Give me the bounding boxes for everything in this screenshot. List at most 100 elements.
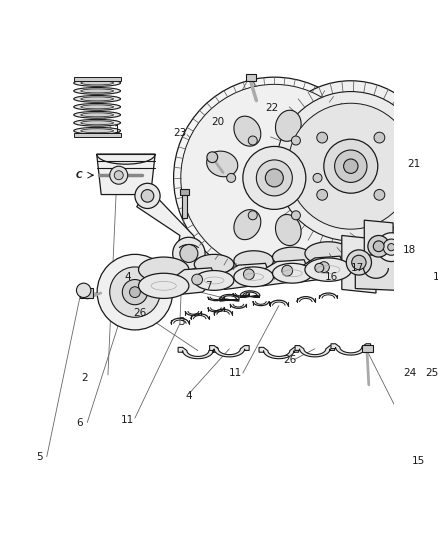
- Text: 17: 17: [350, 263, 364, 273]
- Circle shape: [368, 236, 389, 257]
- Circle shape: [346, 250, 371, 275]
- Ellipse shape: [305, 258, 352, 281]
- Circle shape: [135, 183, 160, 208]
- Ellipse shape: [74, 111, 120, 118]
- Circle shape: [110, 267, 160, 317]
- Circle shape: [97, 254, 173, 330]
- Polygon shape: [137, 193, 200, 261]
- Ellipse shape: [81, 89, 113, 93]
- Text: 23: 23: [173, 128, 187, 138]
- Polygon shape: [178, 348, 218, 359]
- Circle shape: [373, 241, 384, 252]
- Circle shape: [288, 103, 414, 229]
- Circle shape: [335, 150, 367, 182]
- Ellipse shape: [81, 105, 113, 109]
- Polygon shape: [216, 263, 270, 289]
- Circle shape: [377, 233, 406, 262]
- Circle shape: [374, 189, 385, 200]
- Polygon shape: [342, 236, 376, 293]
- Bar: [80, 288, 93, 298]
- Bar: [74, 77, 120, 81]
- Ellipse shape: [234, 209, 261, 240]
- Circle shape: [276, 92, 425, 241]
- Circle shape: [343, 159, 358, 173]
- Circle shape: [324, 139, 378, 193]
- Ellipse shape: [74, 127, 120, 134]
- Circle shape: [265, 81, 436, 252]
- Polygon shape: [355, 254, 397, 290]
- Circle shape: [313, 173, 322, 182]
- Ellipse shape: [305, 242, 352, 265]
- Circle shape: [291, 136, 300, 145]
- Circle shape: [265, 169, 283, 187]
- Text: 18: 18: [403, 245, 416, 255]
- Circle shape: [180, 245, 198, 262]
- Ellipse shape: [74, 103, 120, 110]
- Ellipse shape: [74, 79, 120, 86]
- Circle shape: [130, 287, 140, 297]
- Polygon shape: [166, 268, 216, 295]
- Bar: [246, 74, 256, 81]
- Ellipse shape: [276, 214, 301, 246]
- Text: 4: 4: [186, 391, 192, 401]
- Circle shape: [173, 77, 375, 279]
- Polygon shape: [240, 291, 260, 297]
- Polygon shape: [331, 344, 371, 355]
- Text: 24: 24: [403, 368, 417, 378]
- Ellipse shape: [81, 121, 113, 125]
- Circle shape: [317, 132, 328, 143]
- Ellipse shape: [272, 263, 312, 283]
- Text: 26: 26: [133, 308, 146, 318]
- Text: 21: 21: [407, 158, 420, 168]
- Text: 25: 25: [425, 368, 438, 378]
- Polygon shape: [259, 348, 299, 359]
- Ellipse shape: [194, 254, 234, 274]
- Polygon shape: [254, 260, 308, 286]
- Ellipse shape: [194, 271, 234, 290]
- Text: 19: 19: [432, 272, 438, 282]
- Circle shape: [122, 279, 148, 305]
- Circle shape: [192, 274, 202, 285]
- Circle shape: [248, 211, 257, 220]
- Ellipse shape: [81, 81, 113, 85]
- Ellipse shape: [74, 119, 120, 126]
- Polygon shape: [293, 256, 345, 282]
- Ellipse shape: [306, 191, 336, 219]
- Polygon shape: [219, 294, 239, 301]
- Ellipse shape: [138, 273, 189, 298]
- Circle shape: [318, 262, 329, 272]
- Ellipse shape: [81, 113, 113, 117]
- Circle shape: [244, 269, 254, 280]
- Text: 15: 15: [412, 456, 425, 466]
- Ellipse shape: [81, 129, 113, 133]
- Ellipse shape: [138, 257, 189, 282]
- Ellipse shape: [234, 116, 261, 146]
- Circle shape: [315, 263, 324, 272]
- Text: 2: 2: [81, 373, 88, 383]
- Circle shape: [374, 132, 385, 143]
- Text: 6: 6: [76, 417, 82, 427]
- Circle shape: [110, 166, 128, 184]
- Ellipse shape: [306, 138, 336, 164]
- Circle shape: [77, 283, 91, 297]
- Text: C: C: [76, 171, 82, 180]
- Ellipse shape: [276, 110, 301, 141]
- Circle shape: [383, 239, 399, 255]
- Circle shape: [388, 244, 395, 251]
- Text: 11: 11: [121, 415, 134, 425]
- Circle shape: [282, 265, 293, 276]
- Circle shape: [227, 173, 236, 182]
- Text: 20: 20: [211, 117, 224, 127]
- Ellipse shape: [74, 95, 120, 102]
- Text: 3: 3: [178, 317, 185, 327]
- Bar: [180, 189, 189, 195]
- Polygon shape: [209, 345, 249, 357]
- Circle shape: [114, 171, 123, 180]
- Bar: [363, 345, 373, 352]
- Polygon shape: [364, 220, 393, 275]
- Circle shape: [291, 211, 300, 220]
- Text: 16: 16: [325, 272, 338, 282]
- Circle shape: [256, 160, 292, 196]
- Bar: [74, 133, 120, 138]
- Ellipse shape: [74, 87, 120, 94]
